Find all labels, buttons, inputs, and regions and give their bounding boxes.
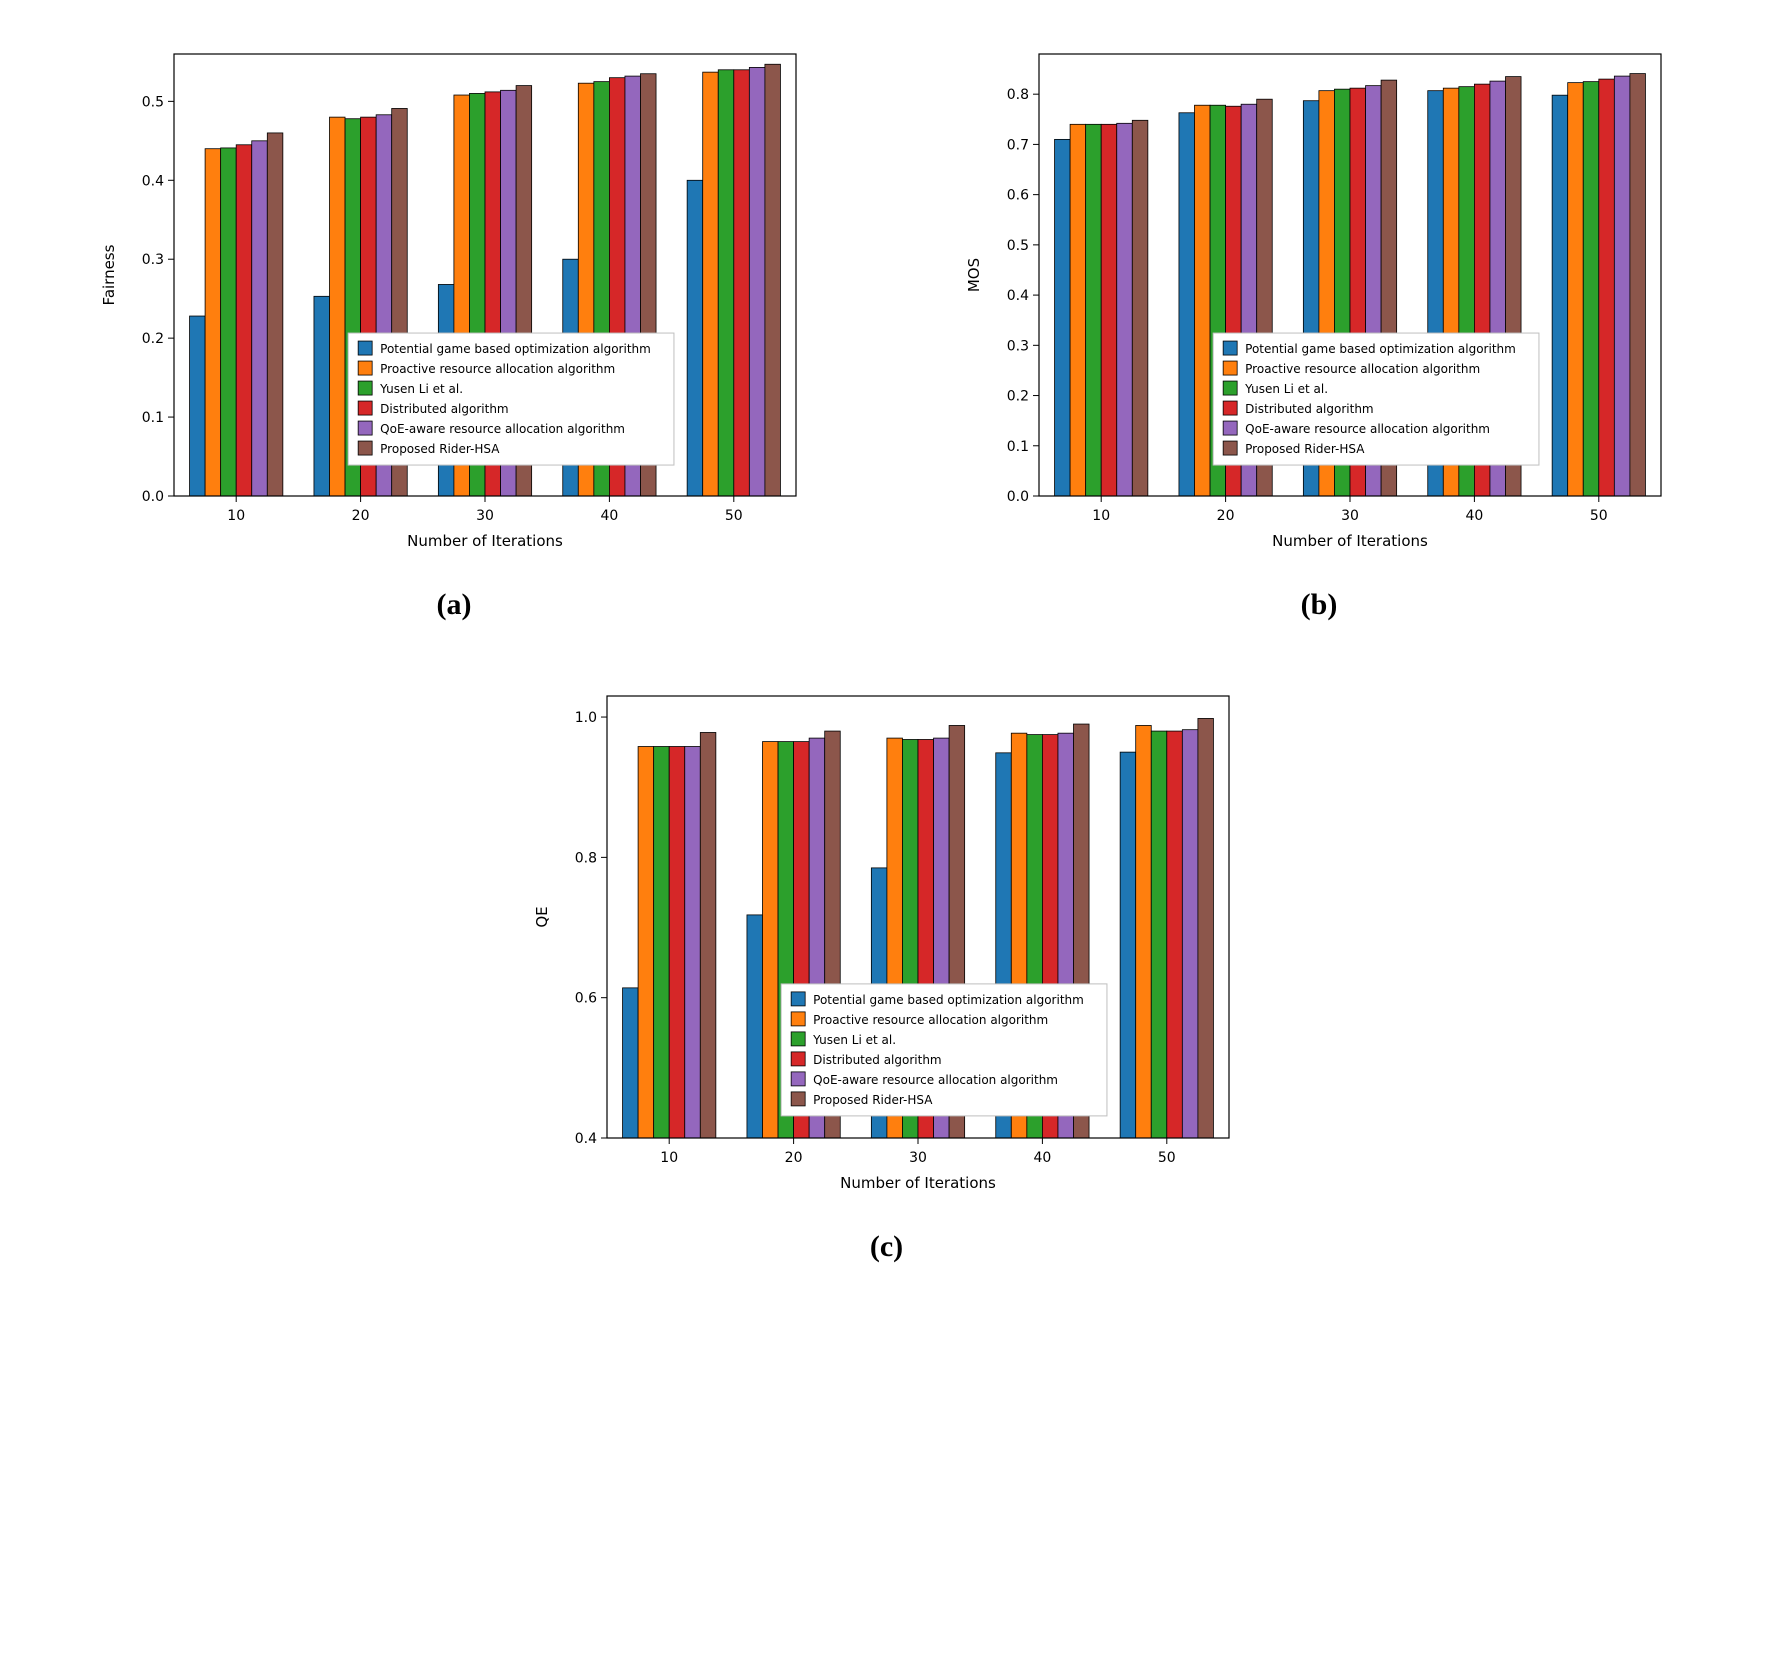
svg-text:Potential game based optimizat: Potential game based optimization algori… [813,993,1084,1007]
panel-b: 0.0 0.1 0.2 0.3 0.4 0.5 0.6 0.7 0.8 10 20 30 40 50 Num… [959,40,1679,622]
svg-text:0.3: 0.3 [142,252,164,268]
svg-text:Distributed algorithm: Distributed algorithm [380,402,508,416]
svg-text:0.4: 0.4 [142,173,164,189]
svg-text:30: 30 [1341,508,1359,524]
svg-text:10: 10 [227,508,245,524]
svg-text:40: 40 [1465,508,1483,524]
svg-text:50: 50 [1157,1150,1175,1166]
svg-text:30: 30 [909,1150,927,1166]
svg-text:Proactive resource allocation: Proactive resource allocation algorithm [1245,362,1480,376]
svg-text:Number of Iterations: Number of Iterations [840,1174,996,1192]
svg-text:0.1: 0.1 [1007,439,1029,455]
svg-text:Potential game based optimizat: Potential game based optimization algori… [380,342,651,356]
svg-text:MOS: MOS [965,258,983,292]
svg-text:Yusen Li et al.: Yusen Li et al. [812,1033,896,1047]
svg-text:50: 50 [725,508,743,524]
panel-c: 0.4 0.6 0.8 1.0 10 20 30 40 50 Number of Iteratio… [527,682,1247,1264]
svg-text:Proposed Rider-HSA: Proposed Rider-HSA [380,442,500,456]
svg-text:Proposed Rider-HSA: Proposed Rider-HSA [1245,442,1365,456]
svg-text:0.0: 0.0 [1007,489,1029,505]
caption-a: (a) [437,588,472,622]
svg-text:40: 40 [1033,1150,1051,1166]
chart-b: 0.0 0.1 0.2 0.3 0.4 0.5 0.6 0.7 0.8 10 20 30 40 50 Num… [959,40,1679,560]
svg-text:0.4: 0.4 [1007,288,1029,304]
caption-b: (b) [1301,588,1338,622]
svg-text:10: 10 [1092,508,1110,524]
chart-c: 0.4 0.6 0.8 1.0 10 20 30 40 50 Number of Iteratio… [527,682,1247,1202]
svg-text:Fairness: Fairness [100,244,118,305]
svg-text:20: 20 [352,508,370,524]
svg-text:0.5: 0.5 [1007,238,1029,254]
svg-text:0.2: 0.2 [1007,389,1029,405]
caption-c: (c) [870,1230,903,1264]
svg-text:50: 50 [1590,508,1608,524]
svg-text:Proactive resource allocation: Proactive resource allocation algorithm [380,362,615,376]
svg-text:0.8: 0.8 [1007,87,1029,103]
panel-a: 0.0 0.1 0.2 0.3 0.4 0.5 10 20 30 40 50 Number of It… [94,40,814,622]
svg-text:QE: QE [533,906,551,927]
svg-text:Proposed Rider-HSA: Proposed Rider-HSA [813,1093,933,1107]
svg-text:20: 20 [1217,508,1235,524]
svg-text:0.3: 0.3 [1007,338,1029,354]
svg-text:QoE-aware resource allocation: QoE-aware resource allocation algorithm [1245,422,1490,436]
chart-a: 0.0 0.1 0.2 0.3 0.4 0.5 10 20 30 40 50 Number of It… [94,40,814,560]
svg-text:0.8: 0.8 [574,850,596,866]
svg-text:0.5: 0.5 [142,94,164,110]
svg-text:0.0: 0.0 [142,489,164,505]
svg-text:Proactive resource allocation: Proactive resource allocation algorithm [813,1013,1048,1027]
svg-text:Number of Iterations: Number of Iterations [1272,532,1428,550]
figure-grid: 0.0 0.1 0.2 0.3 0.4 0.5 10 20 30 40 50 Number of It… [62,40,1712,1264]
svg-text:Yusen Li et al.: Yusen Li et al. [1244,382,1328,396]
svg-text:0.1: 0.1 [142,410,164,426]
svg-text:Potential game based optimizat: Potential game based optimization algori… [1245,342,1516,356]
svg-text:0.7: 0.7 [1007,137,1029,153]
svg-text:40: 40 [600,508,618,524]
svg-text:Yusen Li et al.: Yusen Li et al. [379,382,463,396]
svg-text:1.0: 1.0 [574,710,596,726]
svg-text:30: 30 [476,508,494,524]
svg-text:0.6: 0.6 [574,991,596,1007]
svg-text:Distributed algorithm: Distributed algorithm [1245,402,1373,416]
svg-text:10: 10 [660,1150,678,1166]
svg-text:Number of Iterations: Number of Iterations [407,532,563,550]
svg-text:0.4: 0.4 [574,1131,596,1147]
svg-text:0.6: 0.6 [1007,188,1029,204]
svg-text:0.2: 0.2 [142,331,164,347]
svg-text:Distributed algorithm: Distributed algorithm [813,1053,941,1067]
svg-text:20: 20 [784,1150,802,1166]
svg-text:QoE-aware resource allocation: QoE-aware resource allocation algorithm [813,1073,1058,1087]
svg-text:QoE-aware resource allocation: QoE-aware resource allocation algorithm [380,422,625,436]
